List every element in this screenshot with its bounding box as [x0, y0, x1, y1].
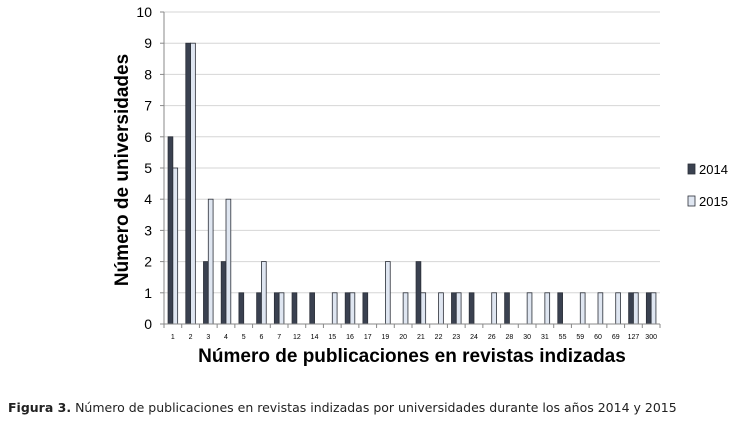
x-tick-labels: 1 2 3 4 5 6 7 12 14 15 16 17 19 20 21 22 23 24 26 28 30 31 55 5…: [171, 334, 657, 341]
x-tick-label: 2: [189, 334, 193, 341]
bar-2015-300: [650, 292, 657, 325]
bar-2014-4: [220, 261, 227, 325]
x-tick-label: 1: [171, 334, 175, 341]
legend-swatch-2015: [687, 195, 696, 207]
bar-2014-6: [256, 292, 262, 325]
x-tick-label: 60: [594, 334, 602, 341]
bar-2014-21: [415, 261, 422, 325]
bar-2015-26: [491, 292, 497, 325]
bar-2014-55: [557, 292, 563, 325]
x-tick-label: 69: [612, 334, 620, 341]
y-tick-label: 10: [136, 4, 152, 20]
bar-2015-7: [278, 292, 285, 325]
bar-2014-16: [344, 292, 351, 325]
y-tick-label: 1: [144, 285, 152, 301]
y-tick-label: 6: [144, 129, 152, 145]
y-axis-title: Número de universidades: [112, 54, 133, 286]
x-tick-label: 24: [470, 334, 478, 341]
y-tick-label: 4: [144, 191, 152, 207]
y-tick-label: 2: [144, 254, 152, 270]
y-tick-label: 5: [144, 160, 152, 176]
x-tick-label: 4: [224, 334, 228, 341]
bar-2015-6: [261, 261, 267, 325]
y-tick-label: 7: [144, 98, 152, 114]
x-tick-label: 20: [399, 334, 407, 341]
bar-2015-2: [190, 42, 196, 325]
bar-2014-23: [451, 292, 457, 325]
bar-2015-69: [615, 292, 621, 325]
x-tick-label: 127: [628, 334, 640, 341]
y-tick-label: 0: [144, 316, 152, 332]
bar-2014-5: [238, 292, 245, 325]
bar-2014-3: [203, 261, 209, 325]
bars: [167, 42, 657, 325]
legend: 2014 2015: [687, 162, 728, 209]
bar-2015-1: [172, 167, 179, 325]
x-tick-label: 7: [277, 334, 281, 341]
x-tick-label: 23: [452, 334, 460, 341]
x-tick-label: 14: [311, 334, 319, 341]
x-tick-label: 300: [645, 334, 657, 341]
x-axis-title: Número de publicaciones en revistas indi…: [198, 346, 626, 367]
bar-2014-2: [185, 42, 191, 325]
bar-2015-4: [225, 198, 232, 325]
x-tick-label: 17: [364, 334, 372, 341]
figure-caption: Figura 3. Número de publicaciones en rev…: [8, 400, 677, 415]
axes: [160, 11, 661, 328]
x-tick-label: 21: [417, 334, 425, 341]
bar-2015-31: [544, 292, 551, 325]
y-tick-label: 8: [144, 66, 152, 82]
bar-2014-1: [167, 136, 174, 325]
caption-text: Número de publicaciones en revistas indi…: [75, 400, 677, 415]
x-tick-label: 6: [259, 334, 263, 341]
x-tick-label: 26: [488, 334, 496, 341]
bar-2014-300: [645, 292, 652, 325]
bar-2015-30: [526, 292, 533, 325]
y-tick-labels: 0 1 2 3 4 5 6 7 8 9 10: [136, 4, 152, 332]
bar-2014-127: [628, 292, 634, 325]
y-tick-label: 9: [144, 35, 152, 51]
bar-2015-127: [633, 292, 639, 325]
bar-2015-3: [207, 198, 214, 325]
gridlines: [164, 11, 660, 294]
bar-2014-24: [468, 292, 475, 325]
caption-label: Figura 3.: [8, 400, 72, 415]
legend-label-2015: 2015: [699, 194, 728, 209]
bar-2015-19: [385, 261, 391, 325]
bar-2015-59: [579, 292, 586, 325]
bar-2015-22: [438, 292, 444, 325]
legend-swatch-2014: [687, 163, 696, 175]
bar-2015-23: [455, 292, 462, 325]
bar-2015-15: [331, 292, 338, 325]
x-tick-label: 16: [346, 334, 354, 341]
x-tick-label: 12: [293, 334, 301, 341]
bar-2014-28: [504, 292, 510, 325]
bar-2015-20: [402, 292, 409, 325]
x-tick-label: 19: [382, 334, 390, 341]
bar-2015-60: [597, 292, 604, 325]
bar-2015-21: [420, 292, 427, 325]
y-tick-label: 3: [144, 222, 152, 238]
x-tick-label: 31: [541, 334, 549, 341]
legend-label-2014: 2014: [699, 162, 728, 177]
x-tick-label: 15: [328, 334, 336, 341]
x-tick-label: 5: [242, 334, 246, 341]
x-tick-label: 22: [435, 334, 443, 341]
bar-2014-14: [309, 292, 315, 325]
x-tick-label: 59: [576, 334, 584, 341]
bar-2014-17: [362, 292, 369, 325]
bar-2014-12: [291, 292, 298, 325]
x-tick-label: 3: [206, 334, 210, 341]
x-tick-label: 30: [523, 334, 531, 341]
x-tick-label: 55: [559, 334, 567, 341]
bar-2014-7: [273, 292, 280, 325]
x-tick-label: 28: [506, 334, 514, 341]
bar-2015-16: [349, 292, 356, 325]
